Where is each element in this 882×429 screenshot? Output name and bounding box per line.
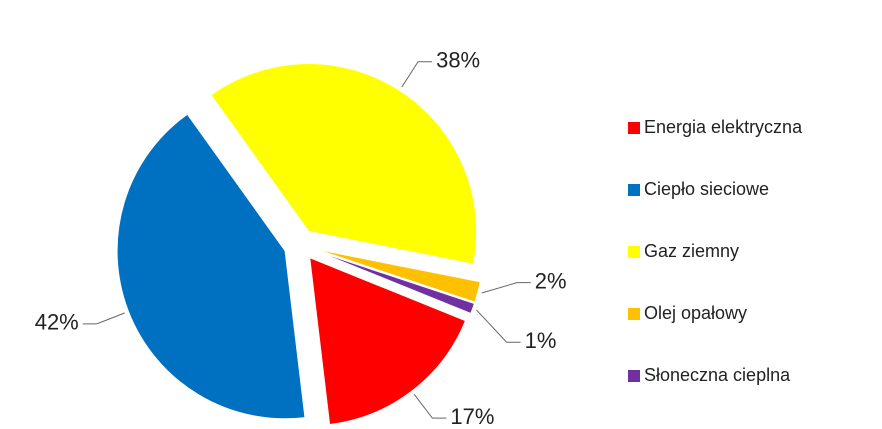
legend-swatch: [628, 184, 640, 196]
data-label: 17%: [450, 404, 494, 429]
leader-line: [401, 61, 433, 88]
data-label: 42%: [35, 310, 79, 335]
pie-slice: [210, 63, 478, 265]
legend-swatch: [628, 370, 640, 382]
leader-line: [413, 394, 447, 419]
legend-label: Energia elektryczna: [644, 117, 803, 137]
leader-line: [476, 309, 521, 343]
legend-swatch: [628, 122, 640, 134]
pie-slice: [314, 250, 476, 315]
legend-label: Gaz ziemny: [644, 241, 739, 261]
pie-slice: [315, 248, 481, 303]
pie-slice: [116, 113, 306, 420]
legend-swatch: [628, 308, 640, 320]
legend-label: Ciepło sieciowe: [644, 179, 769, 199]
data-label: 38%: [436, 48, 480, 73]
legend-label: Słoneczna cieplna: [644, 365, 791, 385]
leader-line: [481, 282, 531, 294]
leader-line: [82, 312, 125, 325]
data-label: 1%: [525, 328, 557, 353]
data-label: 2%: [535, 268, 567, 293]
legend-swatch: [628, 246, 640, 258]
pie-slice: [309, 256, 467, 426]
legend-label: Olej opałowy: [644, 303, 747, 323]
